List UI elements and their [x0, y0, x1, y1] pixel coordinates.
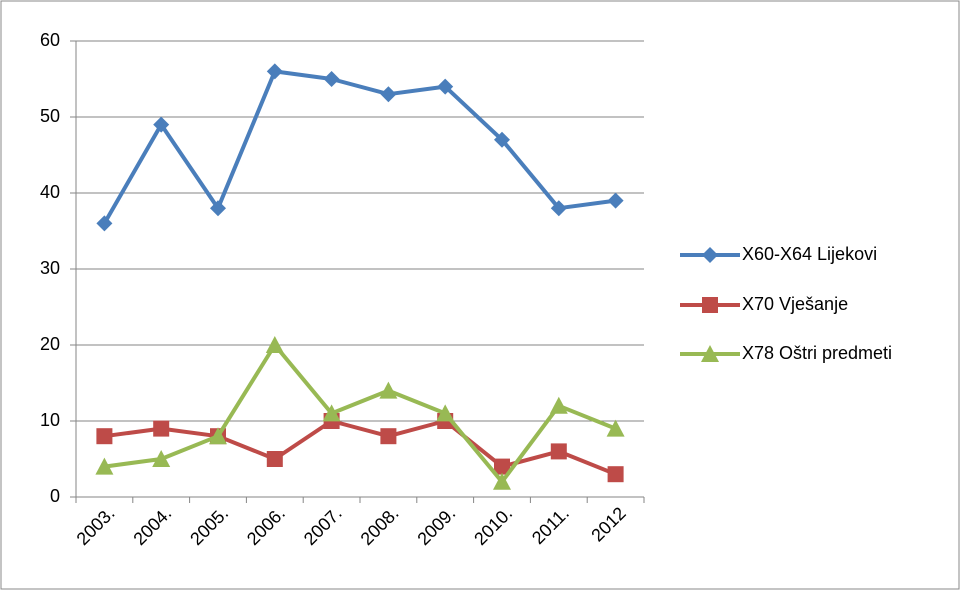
data-point [380, 428, 397, 445]
legend-marker [702, 247, 718, 263]
data-point [550, 443, 567, 460]
data-point [493, 472, 511, 490]
data-point [379, 381, 398, 399]
data-point [494, 131, 510, 148]
data-point [323, 71, 340, 87]
data-point [606, 419, 625, 437]
series-line [104, 343, 617, 484]
legend-label: X60-X64 Lijekovi [742, 244, 877, 264]
data-point [153, 116, 170, 133]
y-tick-label: 0 [50, 486, 60, 506]
data-point [266, 63, 283, 80]
data-point [265, 336, 284, 353]
y-tick-label: 20 [40, 334, 60, 354]
data-point [95, 457, 114, 475]
legend-label: X78 Oštri predmeti [742, 343, 892, 363]
data-point [436, 404, 455, 422]
data-point [209, 427, 227, 445]
data-point [607, 466, 624, 483]
y-tick-label: 50 [40, 106, 60, 126]
data-point [549, 396, 568, 414]
data-point [152, 450, 171, 467]
data-point [210, 200, 226, 217]
y-tick-label: 30 [40, 258, 60, 278]
y-tick-label: 60 [40, 30, 60, 50]
data-point [153, 420, 170, 437]
y-tick-label: 40 [40, 182, 60, 202]
data-point [494, 458, 510, 475]
data-point [380, 86, 397, 103]
data-point [96, 215, 113, 232]
data-point [550, 200, 567, 217]
data-point [437, 78, 454, 95]
data-point [607, 192, 624, 209]
legend-label: X70 Vješanje [742, 294, 848, 314]
legend-marker [702, 297, 718, 313]
data-point [322, 404, 341, 422]
series-line [102, 69, 616, 225]
y-tick-label: 10 [40, 410, 60, 430]
legend-marker [701, 345, 719, 362]
data-point [96, 428, 113, 445]
data-point [266, 451, 283, 467]
series-line [104, 419, 617, 477]
